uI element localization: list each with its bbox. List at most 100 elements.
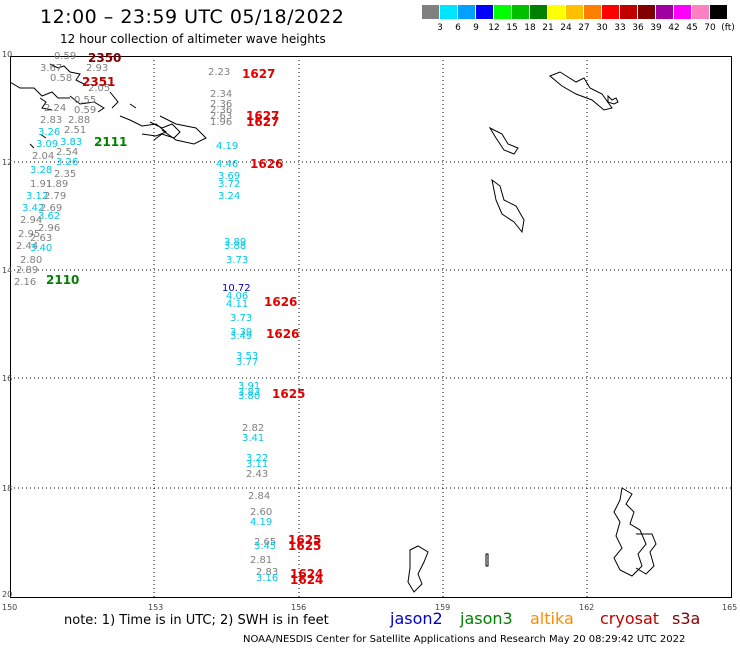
wave-height-value: 3.53 (236, 351, 259, 362)
pass-time-label: 1626 (264, 295, 298, 309)
wave-height-value: 3.26 (38, 127, 61, 138)
wave-height-value: 2.63 (210, 111, 233, 122)
color-scale-label: 15 (506, 23, 518, 33)
wave-height-value: 3.49 (230, 331, 253, 342)
color-swatch (620, 5, 637, 19)
color-swatch (530, 5, 547, 19)
satellite-name-jason2: jason2 (390, 609, 443, 628)
credit-line: NOAA/NESDIS Center for Satellite Applica… (243, 634, 686, 645)
satellite-name-jason3: jason3 (460, 609, 513, 628)
latitude-label: 14 (2, 266, 13, 275)
chart-title: 12:00 – 23:59 UTC 05/18/2022 (40, 6, 345, 28)
wave-height-value: 4.46 (216, 159, 239, 170)
wave-height-value: 4.11 (226, 299, 249, 310)
longitude-label: 153 (148, 603, 164, 612)
wave-height-value: 0.59 (54, 51, 77, 62)
pass-time-label: 1627 (242, 67, 276, 81)
longitude-label: 159 (435, 603, 451, 612)
color-scale-label: 6 (455, 23, 461, 33)
pass-time-label: 1626 (266, 327, 300, 341)
pass-time-label: 2350 (88, 51, 122, 65)
wave-height-value: 3.24 (218, 191, 241, 202)
wave-height-value: 3.88 (224, 241, 247, 252)
wave-height-value: 3.73 (230, 313, 253, 324)
color-scale-label: 39 (650, 23, 662, 33)
wave-height-value: 3.40 (30, 243, 53, 254)
wave-height-value: 3.26 (56, 157, 79, 168)
wave-height-value: 3.83 (238, 387, 261, 398)
wave-height-value: 2.54 (56, 147, 79, 158)
coast-east-3 (491, 178, 525, 234)
latitude-label: 18 (2, 484, 13, 493)
wave-height-value: 3.91 (238, 381, 261, 392)
color-swatch (566, 5, 583, 19)
wave-height-value: 3.72 (218, 179, 241, 190)
color-scale-label: 42 (668, 23, 680, 33)
latitude-label: 20 (2, 590, 13, 599)
wave-height-value: 2.80 (20, 255, 43, 266)
wave-height-value: 3.83 (60, 137, 83, 148)
wave-height-value: 3.77 (236, 357, 259, 368)
wave-height-value: 2.36 (210, 99, 233, 110)
color-scale-label: 33 (614, 23, 626, 33)
wave-height-value: 0.55 (74, 95, 97, 106)
wave-height-value: 2.16 (14, 277, 37, 288)
wave-height-value: 3.62 (38, 211, 61, 222)
wave-height-value: 10.72 (222, 283, 251, 294)
wave-height-value: 3.80 (238, 391, 261, 402)
wave-height-value: 3.67 (40, 63, 63, 74)
wave-height-value: 2.83 (40, 115, 63, 126)
wave-height-value: 1.96 (210, 117, 233, 128)
longitude-label: 150 (2, 603, 18, 612)
wave-height-value: 3.39 (230, 327, 253, 338)
wave-height-value: 2.23 (208, 67, 231, 78)
wave-height-value: 2.24 (44, 103, 67, 114)
pass-time-label: 1626 (250, 157, 284, 171)
wave-height-value: 1.91 (30, 179, 53, 190)
wave-height-value: 1.89 (46, 179, 69, 190)
color-scale-label: 45 (686, 23, 698, 33)
pass-time-label: 1625 (272, 387, 306, 401)
wave-height-value: 3.12 (26, 191, 49, 202)
wave-height-value: 2.82 (242, 423, 265, 434)
color-swatch (584, 5, 601, 19)
wave-height-value: 2.60 (250, 507, 273, 518)
pass-time-label: 1624 (290, 573, 324, 587)
color-swatch (674, 5, 691, 19)
wave-height-value: 0.59 (74, 105, 97, 116)
pass-time-label: 1625 (288, 533, 322, 547)
wave-height-value: 2.84 (248, 491, 271, 502)
longitude-label: 165 (722, 603, 738, 612)
wave-height-value: 3.89 (224, 237, 247, 248)
wave-height-value: 2.94 (20, 215, 43, 226)
wave-height-value: 2.69 (40, 203, 63, 214)
pass-time-label: 1625 (288, 539, 322, 553)
wave-height-value: 2.51 (64, 125, 87, 136)
color-scale-label: 3 (437, 23, 443, 33)
color-swatch (602, 5, 619, 19)
latitude-label: 10 (2, 50, 13, 59)
wave-height-value: 2.95 (18, 229, 41, 240)
color-scale-label: 36 (632, 23, 644, 33)
wave-height-value: 2.79 (44, 191, 67, 202)
wave-height-value: 2.35 (54, 169, 77, 180)
wave-height-value: 2.04 (32, 151, 55, 162)
color-swatch (494, 5, 511, 19)
wave-height-value: 4.19 (250, 517, 273, 528)
latitude-label: 12 (2, 158, 13, 167)
satellite-name-altika: altika (530, 609, 574, 628)
pass-time-label: 2110 (46, 273, 80, 287)
latitude-label: 16 (2, 374, 13, 383)
wave-height-value: 2.88 (68, 115, 91, 126)
wave-height-value: 0.58 (50, 73, 73, 84)
color-swatch (638, 5, 655, 19)
pass-time-label: 1624 (290, 567, 324, 581)
satellite-name-s3a: s3a (672, 609, 701, 628)
wave-height-value: 2.43 (246, 469, 269, 480)
color-scale-label: 9 (473, 23, 479, 33)
longitude-label: 162 (579, 603, 595, 612)
satellite-name-cryosat: cryosat (600, 609, 660, 628)
wave-height-value: 2.34 (210, 89, 233, 100)
wave-height-value: 2.63 (30, 233, 53, 244)
wave-height-value: 4.19 (216, 141, 239, 152)
